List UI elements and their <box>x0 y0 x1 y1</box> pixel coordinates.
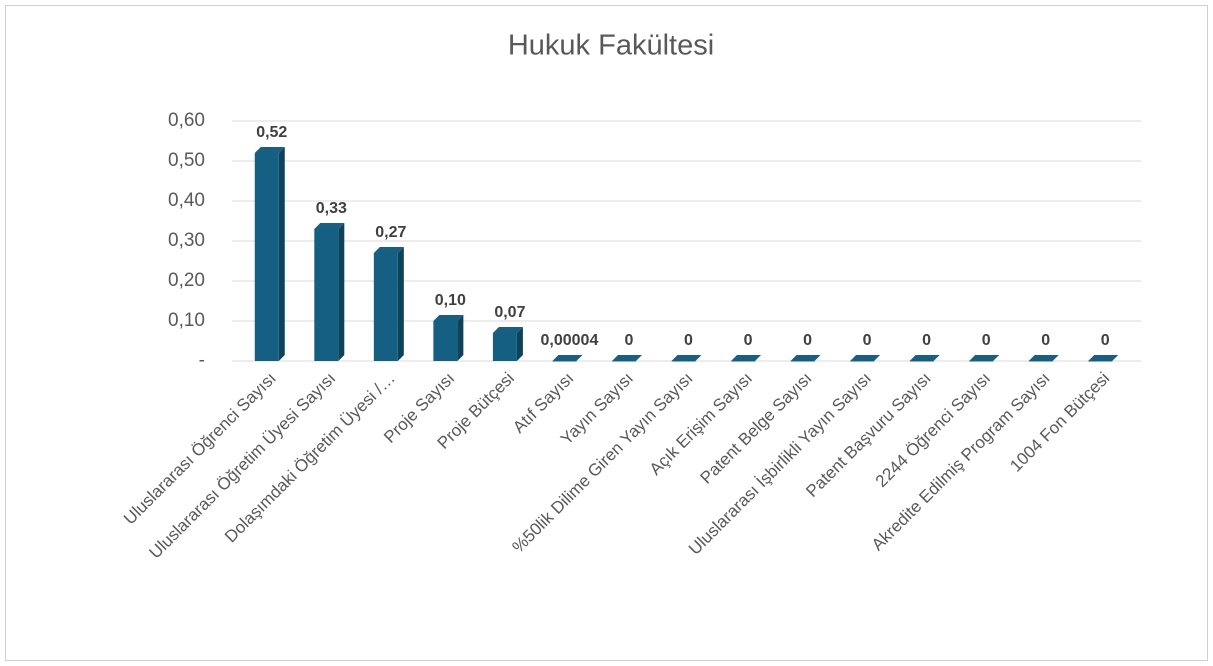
bar-top <box>850 355 881 361</box>
bar-top <box>611 355 642 361</box>
bar-top <box>790 355 821 361</box>
bar-side <box>457 315 464 361</box>
bar-top <box>373 247 404 253</box>
bar <box>790 361 815 362</box>
y-tick-label: 0,30 <box>168 230 205 251</box>
value-label: 0 <box>1041 332 1050 349</box>
bar <box>552 360 577 362</box>
bar-top <box>671 355 702 361</box>
value-label: 0 <box>922 332 931 349</box>
bar-top <box>254 147 285 153</box>
bar-top <box>314 223 345 229</box>
bar <box>314 229 339 361</box>
bar <box>969 361 994 362</box>
value-label: 0,00004 <box>541 332 599 349</box>
bar-top <box>1028 355 1059 361</box>
bar <box>611 361 636 362</box>
bar-top <box>731 355 762 361</box>
value-label: 0,33 <box>316 200 347 217</box>
chart-title: Hukuk Fakültesi <box>508 30 714 62</box>
bar <box>1028 361 1053 362</box>
bar <box>492 333 517 361</box>
value-label: 0 <box>982 332 991 349</box>
bar-side <box>338 223 345 361</box>
value-label: 0,52 <box>256 124 287 141</box>
bar <box>433 321 458 361</box>
bar <box>254 153 279 361</box>
bar <box>1088 361 1113 362</box>
bar <box>909 361 934 362</box>
value-label: 0 <box>1101 332 1110 349</box>
chart-border <box>5 5 1208 661</box>
value-label: 0,07 <box>494 304 525 321</box>
value-label: 0 <box>744 332 753 349</box>
value-label: 0 <box>625 332 634 349</box>
bar-top <box>492 327 523 333</box>
value-label: 0,10 <box>435 292 466 309</box>
bar-top <box>909 355 940 361</box>
bar <box>373 253 398 361</box>
bar-side <box>397 247 404 361</box>
value-label: 0 <box>863 332 872 349</box>
bar-top <box>433 315 464 321</box>
bar-top <box>969 355 1000 361</box>
bar-side <box>576 354 583 361</box>
y-tick-label: - <box>199 350 205 371</box>
bar-side <box>516 327 523 361</box>
value-label: 0,27 <box>375 224 406 241</box>
bar-side <box>278 147 285 361</box>
bar <box>671 361 696 362</box>
bar <box>731 361 756 362</box>
y-tick-label: 0,50 <box>168 150 205 171</box>
y-tick-label: 0,20 <box>168 270 205 291</box>
bar-top <box>1088 355 1119 361</box>
y-tick-label: 0,10 <box>168 310 205 331</box>
bar-top <box>552 354 583 361</box>
bar <box>850 361 875 362</box>
y-tick-label: 0,40 <box>168 190 205 211</box>
value-label: 0 <box>803 332 812 349</box>
value-label: 0 <box>684 332 693 349</box>
y-tick-label: 0,60 <box>168 110 205 131</box>
